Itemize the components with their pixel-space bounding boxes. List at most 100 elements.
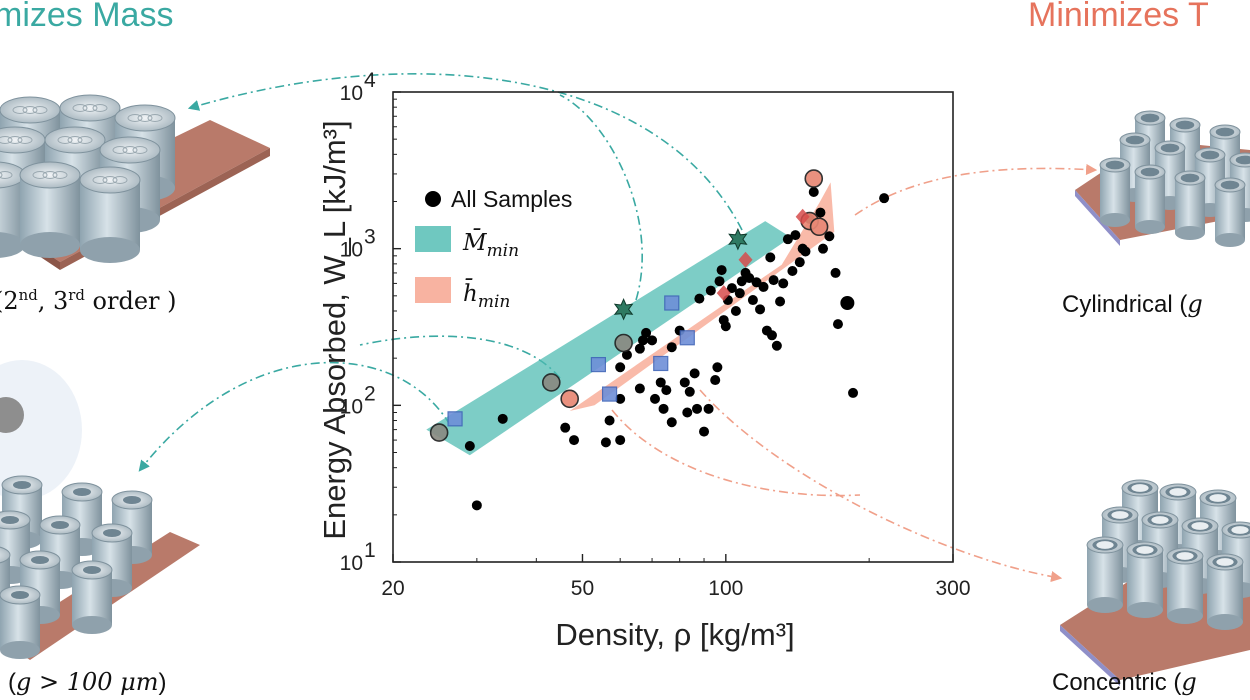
caption-cylindrical-suffix: ) bbox=[158, 669, 167, 696]
all-samples-point-61 bbox=[800, 246, 811, 257]
all-samples-point-10 bbox=[621, 349, 632, 360]
y-tick-exponent-10000: 4 bbox=[364, 69, 376, 92]
all-samples-point-0 bbox=[464, 441, 475, 452]
legend-h-min-sub: min bbox=[478, 292, 511, 312]
cylindrical-large-tube bbox=[1214, 177, 1246, 247]
all-samples-point-21 bbox=[666, 342, 677, 353]
all-samples-point-9 bbox=[615, 362, 626, 373]
cylindrical-highlighted-point-0 bbox=[429, 423, 449, 442]
all-samples-point-35 bbox=[716, 265, 727, 276]
y-tick-exponent-10: 1 bbox=[364, 539, 376, 562]
all-samples-point-11 bbox=[634, 383, 645, 394]
all-samples-point-20 bbox=[666, 417, 677, 428]
caption-cylindrical-text: Cylindrical ( bbox=[1062, 291, 1188, 318]
concentric-tube bbox=[1206, 553, 1244, 630]
x-tick-label-100: 100 bbox=[708, 577, 743, 600]
all-samples-point-8 bbox=[615, 435, 626, 446]
optimal-star-point-1 bbox=[728, 227, 748, 251]
all-samples-point-69 bbox=[840, 295, 855, 310]
y-tick-exponent-100: 2 bbox=[364, 382, 376, 405]
hierarchical-point-3 bbox=[653, 355, 669, 372]
caption-hierarchical-prefix: (2 bbox=[0, 287, 19, 315]
arrow-to-hierarchical-secondary bbox=[559, 94, 643, 301]
hierarchical-point-0 bbox=[447, 411, 463, 427]
legend-m-min-label: M̄min bbox=[462, 229, 519, 261]
all-samples-point-12 bbox=[634, 343, 645, 354]
all-samples-point-58 bbox=[790, 230, 801, 241]
all-samples-point-4 bbox=[569, 435, 580, 446]
all-samples-point-42 bbox=[736, 276, 747, 287]
all-samples-point-29 bbox=[699, 426, 710, 437]
all-samples-point-26 bbox=[689, 368, 700, 379]
caption-cylindrical-prefix: l ( bbox=[0, 669, 16, 696]
cylindrical-highlighted-point-1 bbox=[541, 373, 561, 392]
concentric-tube bbox=[1166, 547, 1204, 624]
cylindrical-large-tube bbox=[1134, 164, 1166, 234]
all-samples-point-32 bbox=[710, 375, 721, 386]
x-tick-label-20: 20 bbox=[381, 577, 404, 600]
arrow-to-hierarchical bbox=[187, 73, 743, 231]
all-samples-point-57 bbox=[787, 266, 798, 277]
x-tick-label-50: 50 bbox=[571, 577, 594, 600]
band-m-min bbox=[426, 221, 791, 456]
all-samples-point-28 bbox=[694, 293, 705, 304]
all-samples-point-56 bbox=[782, 234, 793, 245]
all-samples-point-33 bbox=[712, 362, 723, 373]
all-samples-point-24 bbox=[682, 407, 693, 418]
red-diamonds-point-1 bbox=[738, 251, 753, 268]
all-samples-point-54 bbox=[775, 296, 786, 307]
cylindrical-large-tube bbox=[1099, 157, 1131, 227]
all-samples-point-64 bbox=[815, 207, 826, 218]
all-samples-point-31 bbox=[705, 285, 716, 296]
heading-minimizes-thickness: Minimizes T bbox=[1028, 0, 1209, 34]
x-tick-label-300: 300 bbox=[935, 577, 970, 600]
hierarchical-point-5 bbox=[679, 330, 695, 346]
cylindrical-lattice-image bbox=[0, 360, 200, 660]
cylindrical-large-gap-image bbox=[1075, 110, 1250, 247]
all-samples-point-41 bbox=[734, 288, 745, 299]
all-samples-point-27 bbox=[692, 403, 703, 414]
arrow-to-cylindrical bbox=[138, 361, 451, 472]
all-samples-point-50 bbox=[765, 252, 776, 263]
all-samples-point-71 bbox=[879, 193, 890, 204]
legend-all-samples-label: All Samples bbox=[451, 186, 572, 212]
caption-hierarchical-sup2: rd bbox=[68, 286, 85, 304]
all-samples-point-40 bbox=[730, 306, 741, 317]
all-samples-point-52 bbox=[768, 275, 779, 286]
hierarchical-point-2 bbox=[601, 386, 618, 402]
all-samples-point-19 bbox=[661, 385, 672, 396]
concentric-highlighted-point-1 bbox=[804, 169, 824, 188]
all-samples-point-55 bbox=[778, 278, 789, 289]
hierarchical-lattice-image bbox=[0, 94, 270, 270]
all-samples-point-16 bbox=[649, 393, 660, 404]
y-axis-title: Energy Absorbed, W_L [kJ/m³] bbox=[317, 120, 352, 539]
concentric-highlighted-point-3 bbox=[809, 217, 829, 237]
cylindrical-tube bbox=[0, 585, 41, 659]
concentric-image bbox=[1060, 479, 1250, 686]
all-samples-point-1 bbox=[471, 500, 482, 511]
optimal-star-point-0 bbox=[613, 298, 634, 321]
caption-hierarchical-suffix: order ) bbox=[84, 287, 177, 315]
all-samples-point-67 bbox=[830, 267, 841, 278]
caption-concentric: Concentric (g bbox=[1052, 668, 1197, 697]
all-samples-point-51 bbox=[766, 330, 777, 341]
all-samples-point-18 bbox=[658, 403, 669, 414]
all-samples-point-3 bbox=[560, 422, 571, 433]
legend-h-min-swatch bbox=[415, 277, 451, 303]
all-samples-point-68 bbox=[832, 319, 843, 330]
caption-cylindrical-gap: l (g > 100 μm) bbox=[0, 668, 167, 697]
legend-all-samples-marker bbox=[425, 191, 441, 207]
cylindrical-tube bbox=[0, 510, 31, 584]
caption-cylindrical-g: g bbox=[1187, 290, 1203, 318]
all-samples-point-25 bbox=[684, 386, 695, 397]
all-samples-point-30 bbox=[703, 403, 714, 414]
caption-cylindrical-math: g > 100 μm bbox=[16, 668, 159, 696]
caption-hierarchical-mid: , 3 bbox=[37, 287, 69, 315]
caption-concentric-text: Concentric ( bbox=[1052, 669, 1182, 696]
legend: All Samples M̄min h̄min bbox=[415, 186, 572, 312]
x-axis-title: Density, ρ [kg/m³] bbox=[555, 617, 794, 652]
concentric-tube bbox=[1126, 541, 1164, 618]
all-samples-point-23 bbox=[679, 377, 690, 388]
cylindrical-tube bbox=[71, 560, 113, 634]
